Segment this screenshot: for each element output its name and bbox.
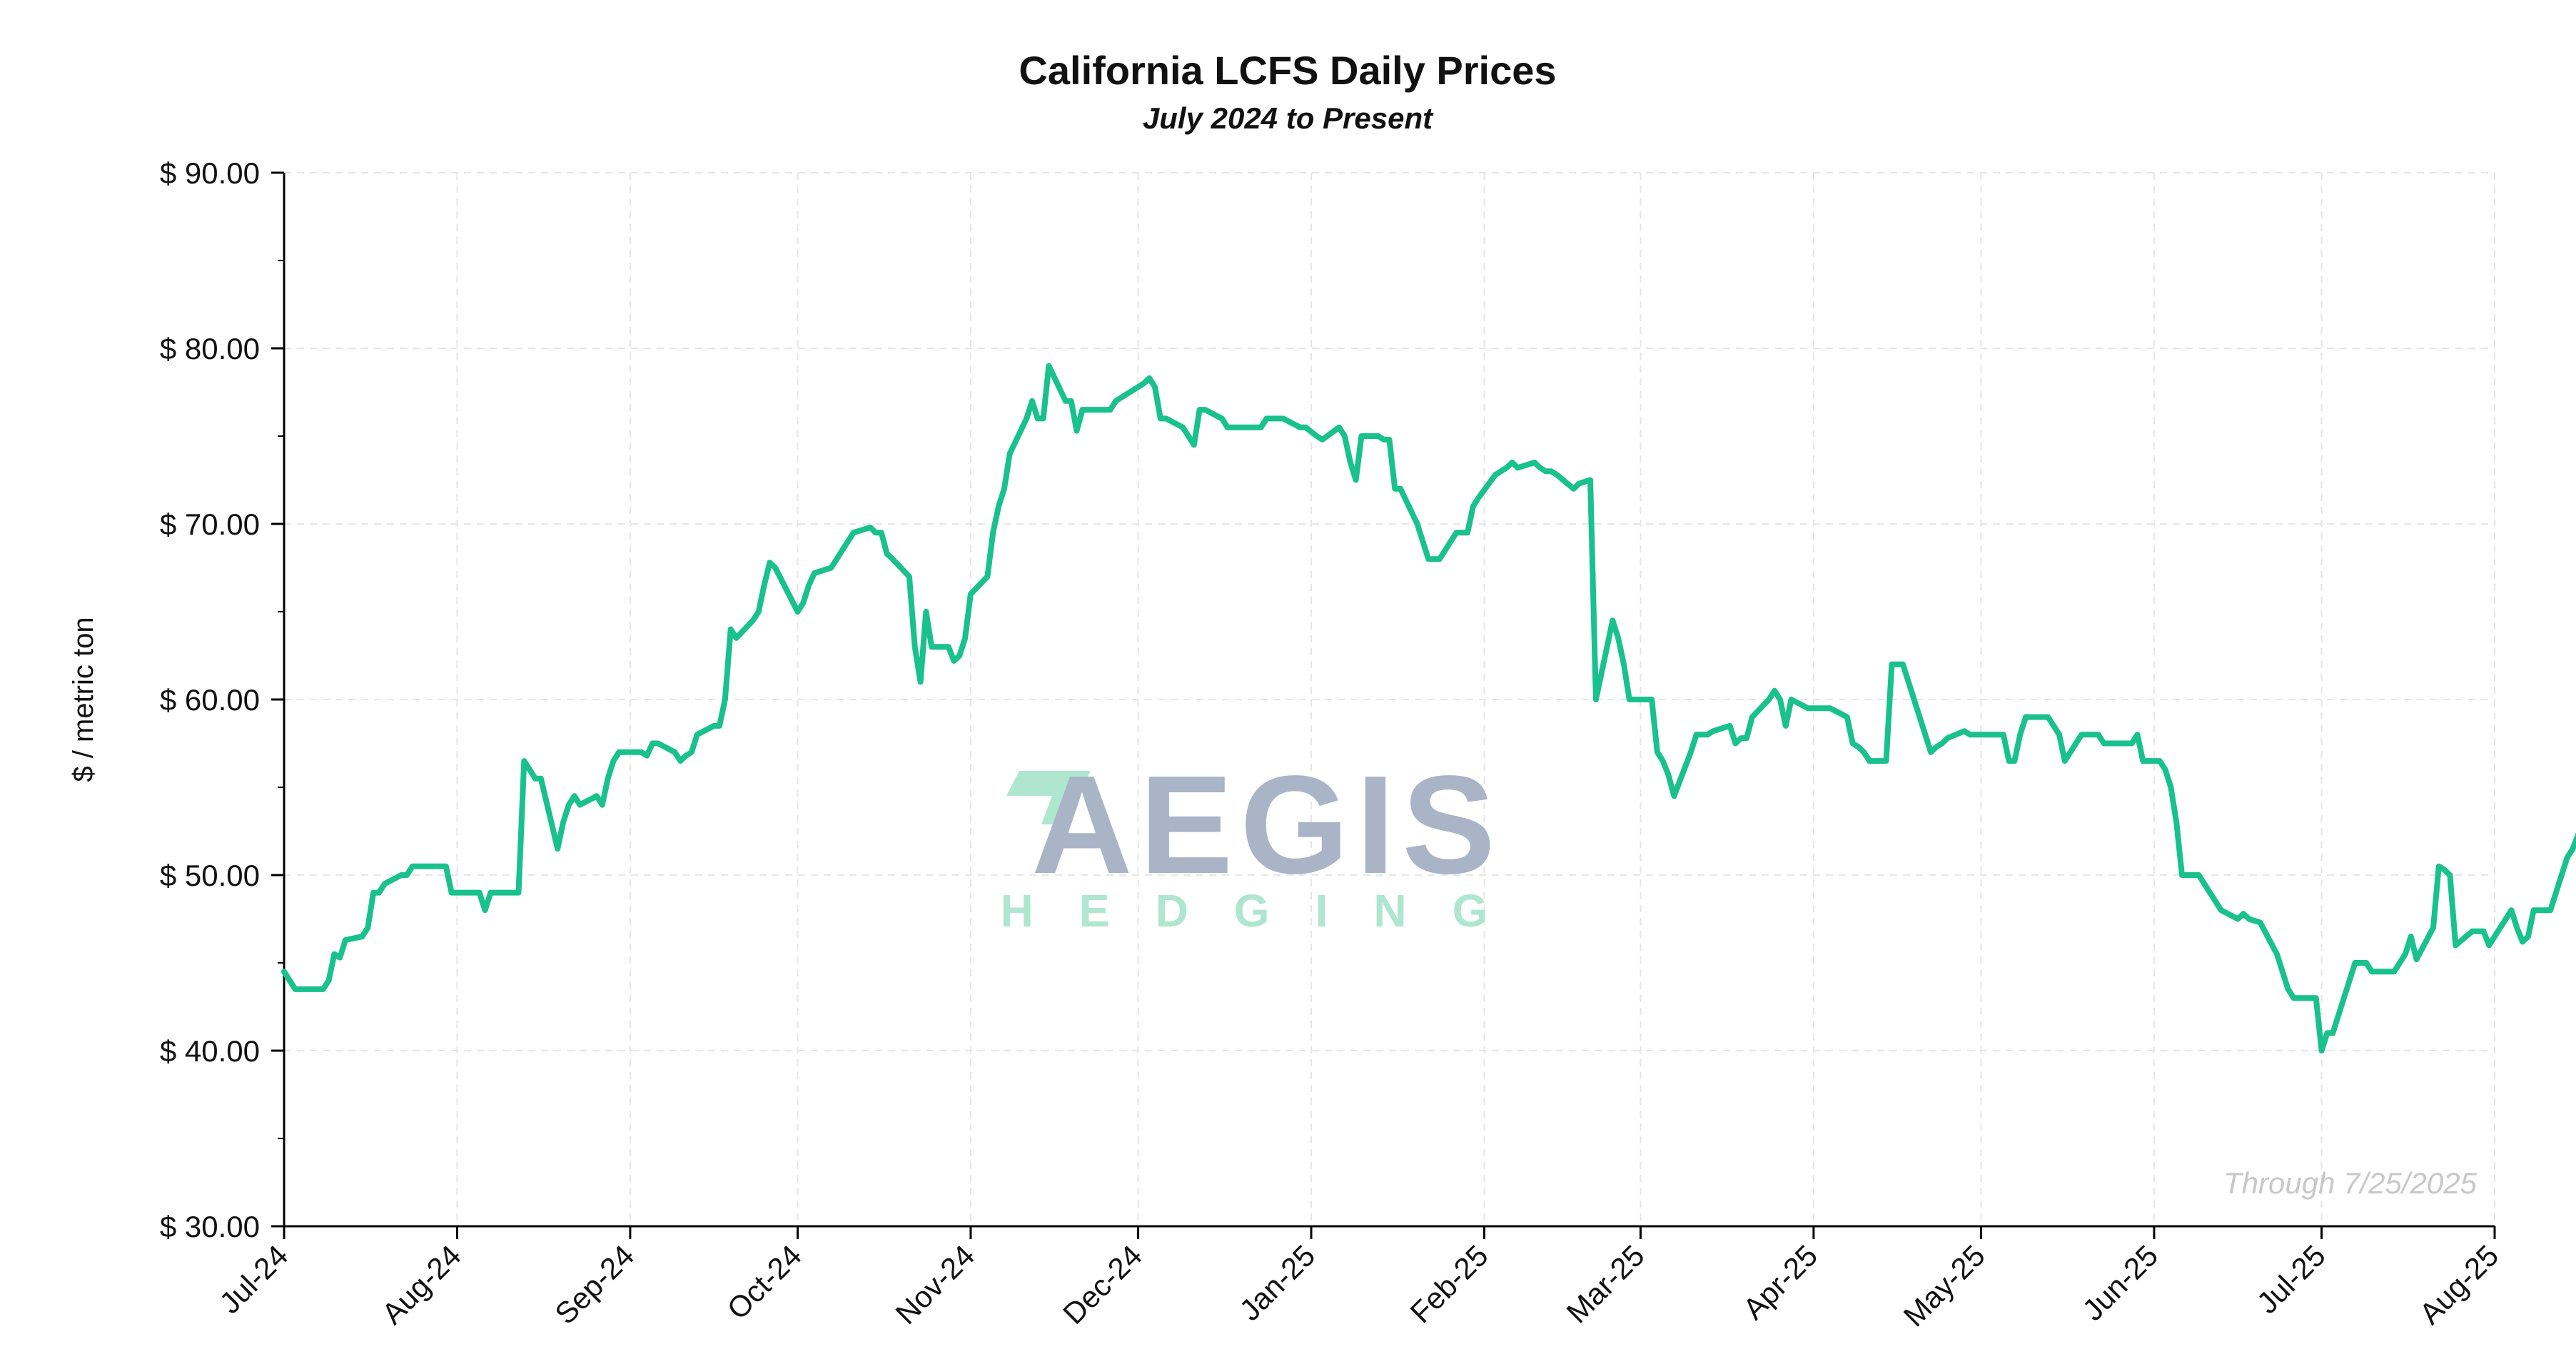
through-date-note: Through 7/25/2025 xyxy=(2223,1166,2477,1200)
series-line-lcfs-price xyxy=(281,363,2576,1054)
chart-title: California LCFS Daily Prices xyxy=(1019,48,1556,93)
x-tick-label: Jan-25 xyxy=(1233,1238,1321,1327)
grid-lines xyxy=(283,172,2495,1227)
x-tick-label: Jun-25 xyxy=(2076,1238,2164,1327)
x-tick-label: Mar-25 xyxy=(1560,1238,1650,1329)
tick-marks xyxy=(271,171,2496,1239)
x-tick-label: Apr-25 xyxy=(1737,1238,1824,1325)
x-tick-label: Jul-25 xyxy=(2251,1238,2332,1320)
x-tick-label: Aug-25 xyxy=(2413,1238,2505,1330)
y-axis-label: $ / metric ton xyxy=(68,617,99,782)
watermark-tagline: HEDGING xyxy=(1001,885,1534,936)
chart-subtitle: July 2024 to Present xyxy=(1143,101,1434,135)
x-tick-label: May-25 xyxy=(1897,1238,1991,1333)
y-tick-label: $ 50.00 xyxy=(160,859,260,892)
x-tick-label: Sep-24 xyxy=(548,1238,640,1330)
y-tick-label: $ 80.00 xyxy=(160,332,260,365)
watermark: AEGIS HEDGING xyxy=(1001,747,1534,936)
y-tick-label: $ 40.00 xyxy=(160,1034,260,1068)
y-tick-label: $ 70.00 xyxy=(160,507,260,541)
watermark-brand: AEGIS xyxy=(1031,747,1502,903)
tick-labels: $ 30.00 $ 40.00 $ 50.00 $ 60.00 $ 70.00 $ 80.… xyxy=(160,156,2505,1333)
x-tick-label: Oct-24 xyxy=(721,1238,808,1325)
x-tick-label: Feb-25 xyxy=(1403,1238,1494,1329)
x-tick-label: Dec-24 xyxy=(1056,1238,1148,1330)
aegis-logo-icon xyxy=(1006,771,1091,824)
x-tick-label: Aug-24 xyxy=(375,1238,468,1330)
y-tick-label: $ 60.00 xyxy=(160,683,260,717)
x-tick-label: Nov-24 xyxy=(889,1238,981,1330)
y-tick-label: $ 30.00 xyxy=(160,1210,260,1243)
y-tick-label: $ 90.00 xyxy=(160,156,260,190)
x-tick-label: Jul-24 xyxy=(213,1238,294,1320)
